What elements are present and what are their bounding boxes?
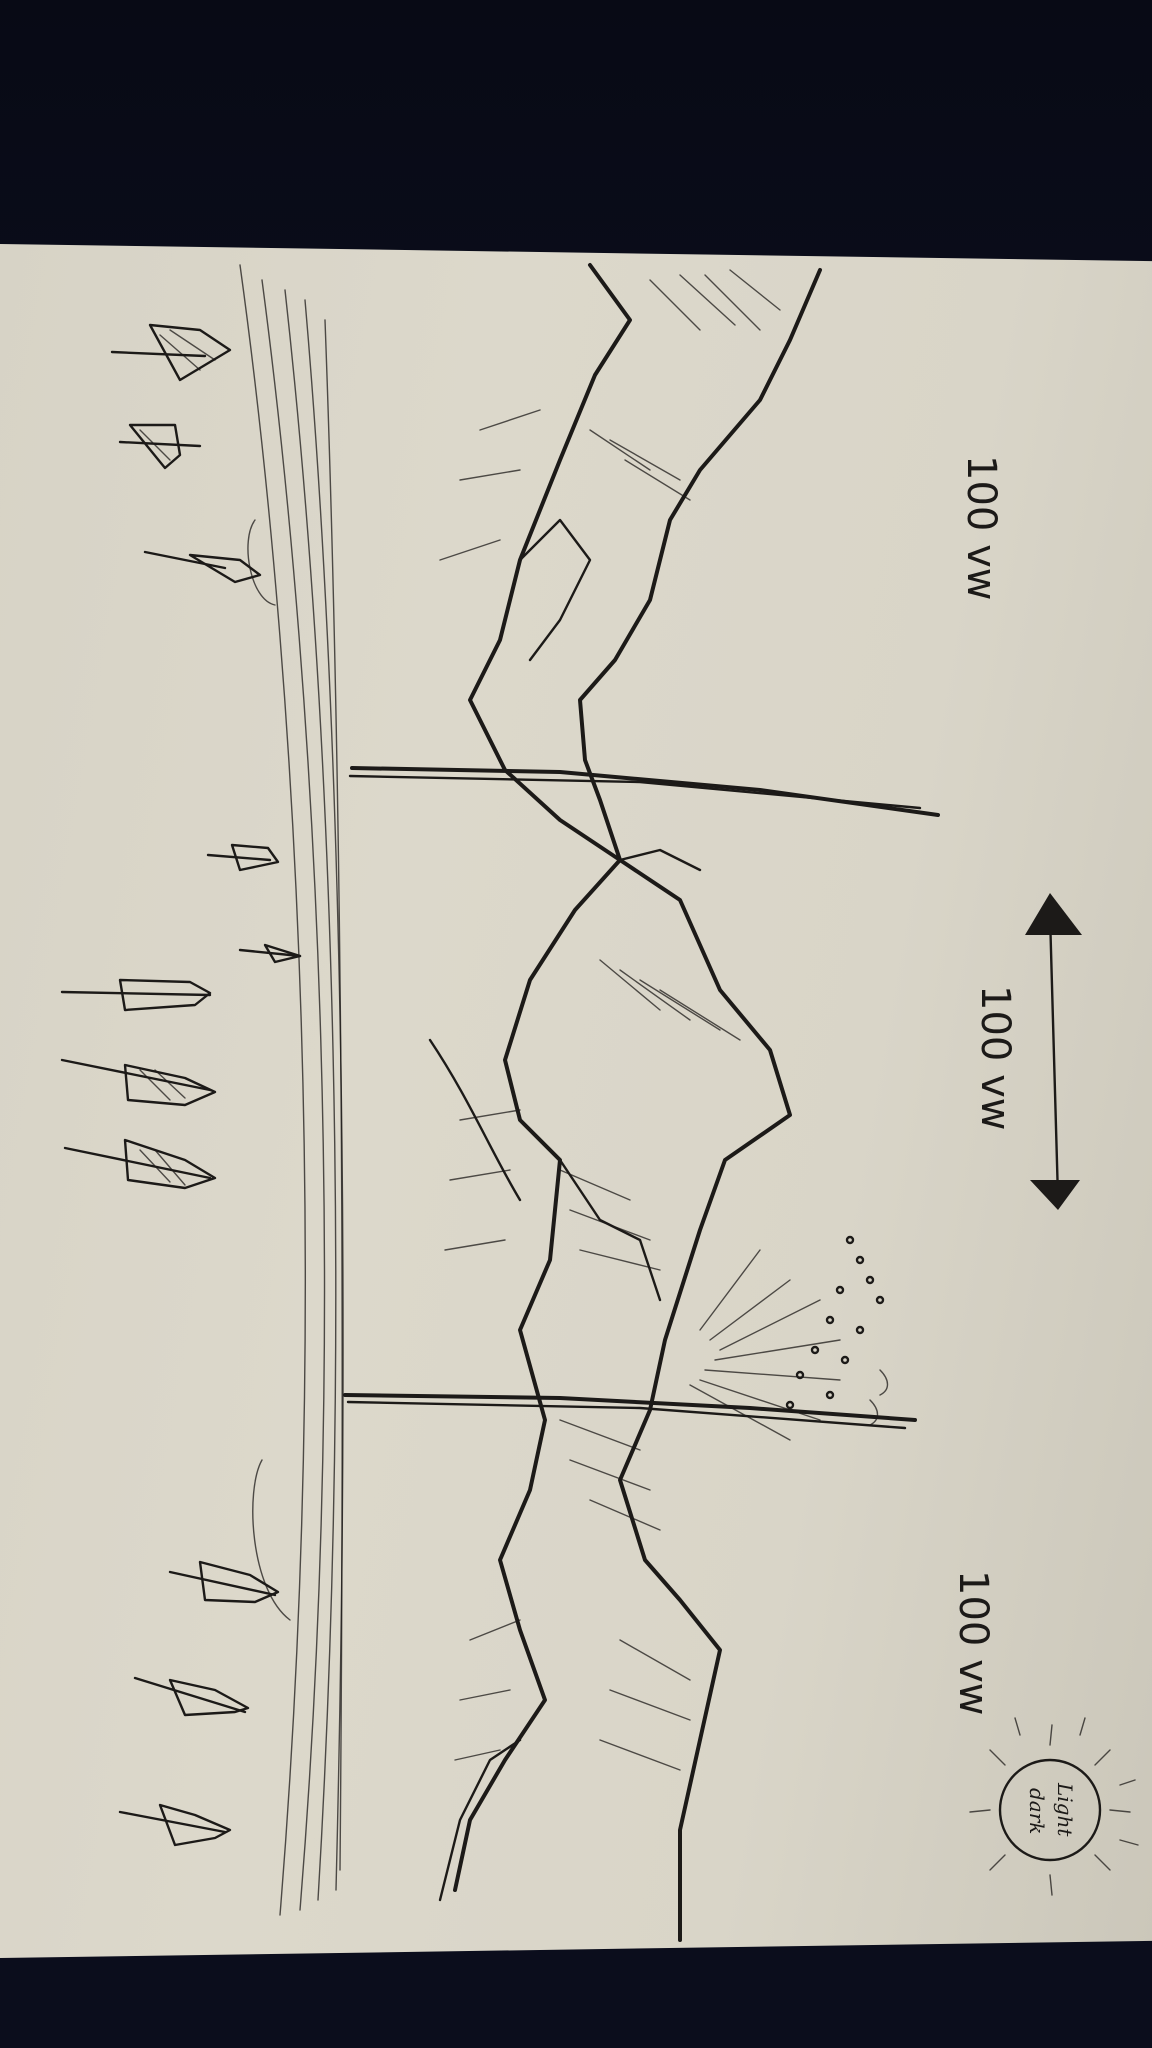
rocket-icon [118, 423, 202, 470]
width-label-top: 100 vw [958, 455, 1004, 600]
rocket-icon [168, 1560, 280, 1604]
rocket-icon [60, 1058, 217, 1107]
width-label-middle: 100 vw [972, 985, 1018, 1130]
rocket-icon [206, 843, 280, 872]
rocket-icon [238, 943, 302, 964]
double-arrow-icon [1025, 893, 1082, 1210]
width-label-bottom: 100 vw [950, 1570, 996, 1715]
rocket-icon [110, 323, 232, 382]
rocket-icon [143, 550, 262, 584]
rocket-icons [60, 323, 302, 1847]
toggle-label-light: Light [1053, 1782, 1077, 1837]
rocket-icon [118, 1803, 232, 1847]
guide-lines [343, 766, 940, 1430]
rocket-icon [63, 1138, 217, 1190]
rocket-icon [133, 1676, 250, 1717]
toggle-label-dark: dark [1025, 1788, 1049, 1834]
sun-icon[interactable]: Light dark [969, 1717, 1139, 1896]
mountain-range [428, 263, 822, 1942]
rocket-icon [60, 978, 212, 1012]
ground-band [239, 264, 344, 1916]
firework-burst-icon [689, 1235, 889, 1441]
